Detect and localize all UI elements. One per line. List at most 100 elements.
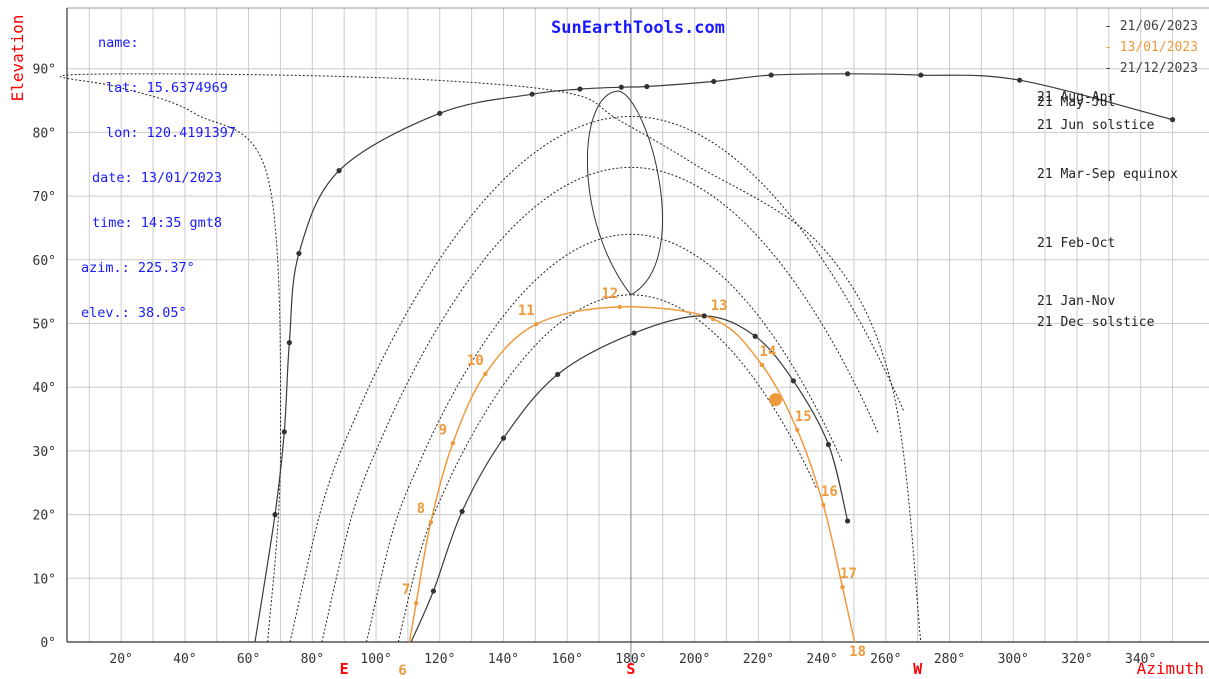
hour-point <box>840 585 845 590</box>
hour-label: 7 <box>402 582 410 598</box>
path-point <box>555 371 561 378</box>
path-point <box>577 86 583 92</box>
month-label: 21 Aug-Apr <box>1037 90 1115 105</box>
y-tick-label: 30° <box>33 445 56 460</box>
x-tick-label: 220° <box>743 652 774 667</box>
legend-item-summer: - 21/06/2023 <box>1104 19 1198 34</box>
path-point <box>296 250 302 257</box>
path-point <box>437 110 443 116</box>
month-label: 21 Mar-Sep equinox <box>1037 167 1178 182</box>
month-label: 21 May-Jul <box>1037 95 1115 110</box>
hour-point <box>759 362 765 368</box>
site-brand[interactable]: SunEarthTools.com <box>551 18 725 38</box>
path-point <box>844 71 851 77</box>
path-point <box>790 378 797 384</box>
time-text: time: 14:35 gmt8 <box>92 215 223 231</box>
path-point <box>1017 77 1023 83</box>
path-point <box>644 83 650 90</box>
date-legend: - 21/06/2023 - 13/01/2023 - 21/12/2023 <box>1104 16 1198 79</box>
path-point <box>286 340 292 346</box>
cardinal-label-e: E <box>340 660 349 678</box>
path-point <box>430 588 436 594</box>
path-point <box>701 313 707 319</box>
daily-path-dotted <box>289 115 905 643</box>
path-point <box>752 333 758 339</box>
path-point <box>711 78 717 85</box>
daily-path-dotted <box>366 233 843 643</box>
x-tick-label: 260° <box>870 652 901 667</box>
longitude-text: lon: 120.4191397 <box>106 125 237 141</box>
month-label: 21 Jun solstice <box>1037 118 1155 133</box>
hour-point <box>413 600 419 606</box>
cardinal-label-w: W <box>913 660 923 678</box>
legend-item-winter: - 21/12/2023 <box>1104 61 1198 76</box>
solstice-path-2 <box>254 73 1173 643</box>
daily-path-may-aug <box>59 73 922 643</box>
month-label: 21 Feb-Oct <box>1037 236 1115 251</box>
date-text: date: 13/01/2023 <box>92 170 223 186</box>
x-tick-label: 120° <box>424 652 455 667</box>
x-tick-label: 200° <box>679 652 710 667</box>
hour-point <box>821 502 826 508</box>
x-tick-label: 340° <box>1125 652 1156 667</box>
month-label: 21 Dec solstice <box>1037 315 1155 330</box>
plot-frame <box>66 7 1209 666</box>
hour-point <box>534 321 539 327</box>
hour-label: 12 <box>601 286 618 302</box>
hour-label: 13 <box>711 298 728 314</box>
daily-path-dotted <box>321 166 879 643</box>
x-tick-label: 320° <box>1061 652 1092 667</box>
y-axis-title: Elevation <box>8 15 27 102</box>
hour-label: 14 <box>759 344 776 360</box>
path-point <box>529 91 535 97</box>
month-label: 21 Jan-Nov <box>1037 294 1115 309</box>
hour-label: 10 <box>467 353 484 369</box>
x-axis-title: Azimuth <box>1137 659 1204 678</box>
latitude-text: lat: 15.6374969 <box>106 80 228 96</box>
path-point <box>1169 117 1176 123</box>
elevation-text: elev.: 38.05° <box>81 305 187 321</box>
y-tick-label: 40° <box>33 381 56 396</box>
x-tick-label: 60° <box>237 652 260 667</box>
hour-label: 9 <box>439 422 447 438</box>
path-point <box>844 518 851 524</box>
daily-path-dotted <box>397 294 818 643</box>
hour-point <box>428 520 434 525</box>
y-tick-label: 10° <box>33 572 56 587</box>
y-tick-label: 70° <box>33 190 56 205</box>
hour-label: 11 <box>518 303 535 319</box>
hour-point <box>795 427 800 433</box>
y-tick-label: 0° <box>40 636 56 651</box>
hour-label: 17 <box>840 566 857 582</box>
axis-ticks: 0° 10° 20° 30° 40° 50° 60° 70° 80° 90° 20° 40° 60° 80… <box>33 63 1157 678</box>
x-tick-label: 100° <box>360 652 391 667</box>
hour-label: 8 <box>417 501 425 517</box>
y-tick-label: 20° <box>33 509 56 524</box>
path-point <box>825 441 832 448</box>
azimuth-text: azim.: 225.37° <box>81 260 195 276</box>
chart-marks <box>272 71 1176 606</box>
analemma-loop <box>586 90 663 296</box>
path-point <box>500 435 507 441</box>
path-point <box>918 72 924 78</box>
hour-point <box>450 441 456 446</box>
y-tick-label: 50° <box>33 318 56 333</box>
x-tick-label: 40° <box>173 652 196 667</box>
path-point <box>272 511 278 518</box>
path-point <box>336 168 342 174</box>
x-tick-label: 140° <box>488 652 519 667</box>
solstice-path-0 <box>410 315 849 643</box>
x-tick-label: 300° <box>998 652 1029 667</box>
path-point <box>459 508 465 515</box>
hour-label-rise: 6 <box>398 663 406 679</box>
name-label: name: <box>98 35 139 51</box>
y-tick-label: 80° <box>33 126 56 141</box>
y-tick-label: 90° <box>33 63 56 78</box>
hour-label-set: 18 <box>849 644 866 660</box>
x-tick-label: 160° <box>552 652 583 667</box>
x-tick-label: 180° <box>615 652 646 667</box>
x-tick-label: 20° <box>109 652 132 667</box>
location-info-panel: name: lat: 15.6374969 lon: 120.4191397 d… <box>78 6 236 336</box>
hour-label: 15 <box>795 409 812 425</box>
